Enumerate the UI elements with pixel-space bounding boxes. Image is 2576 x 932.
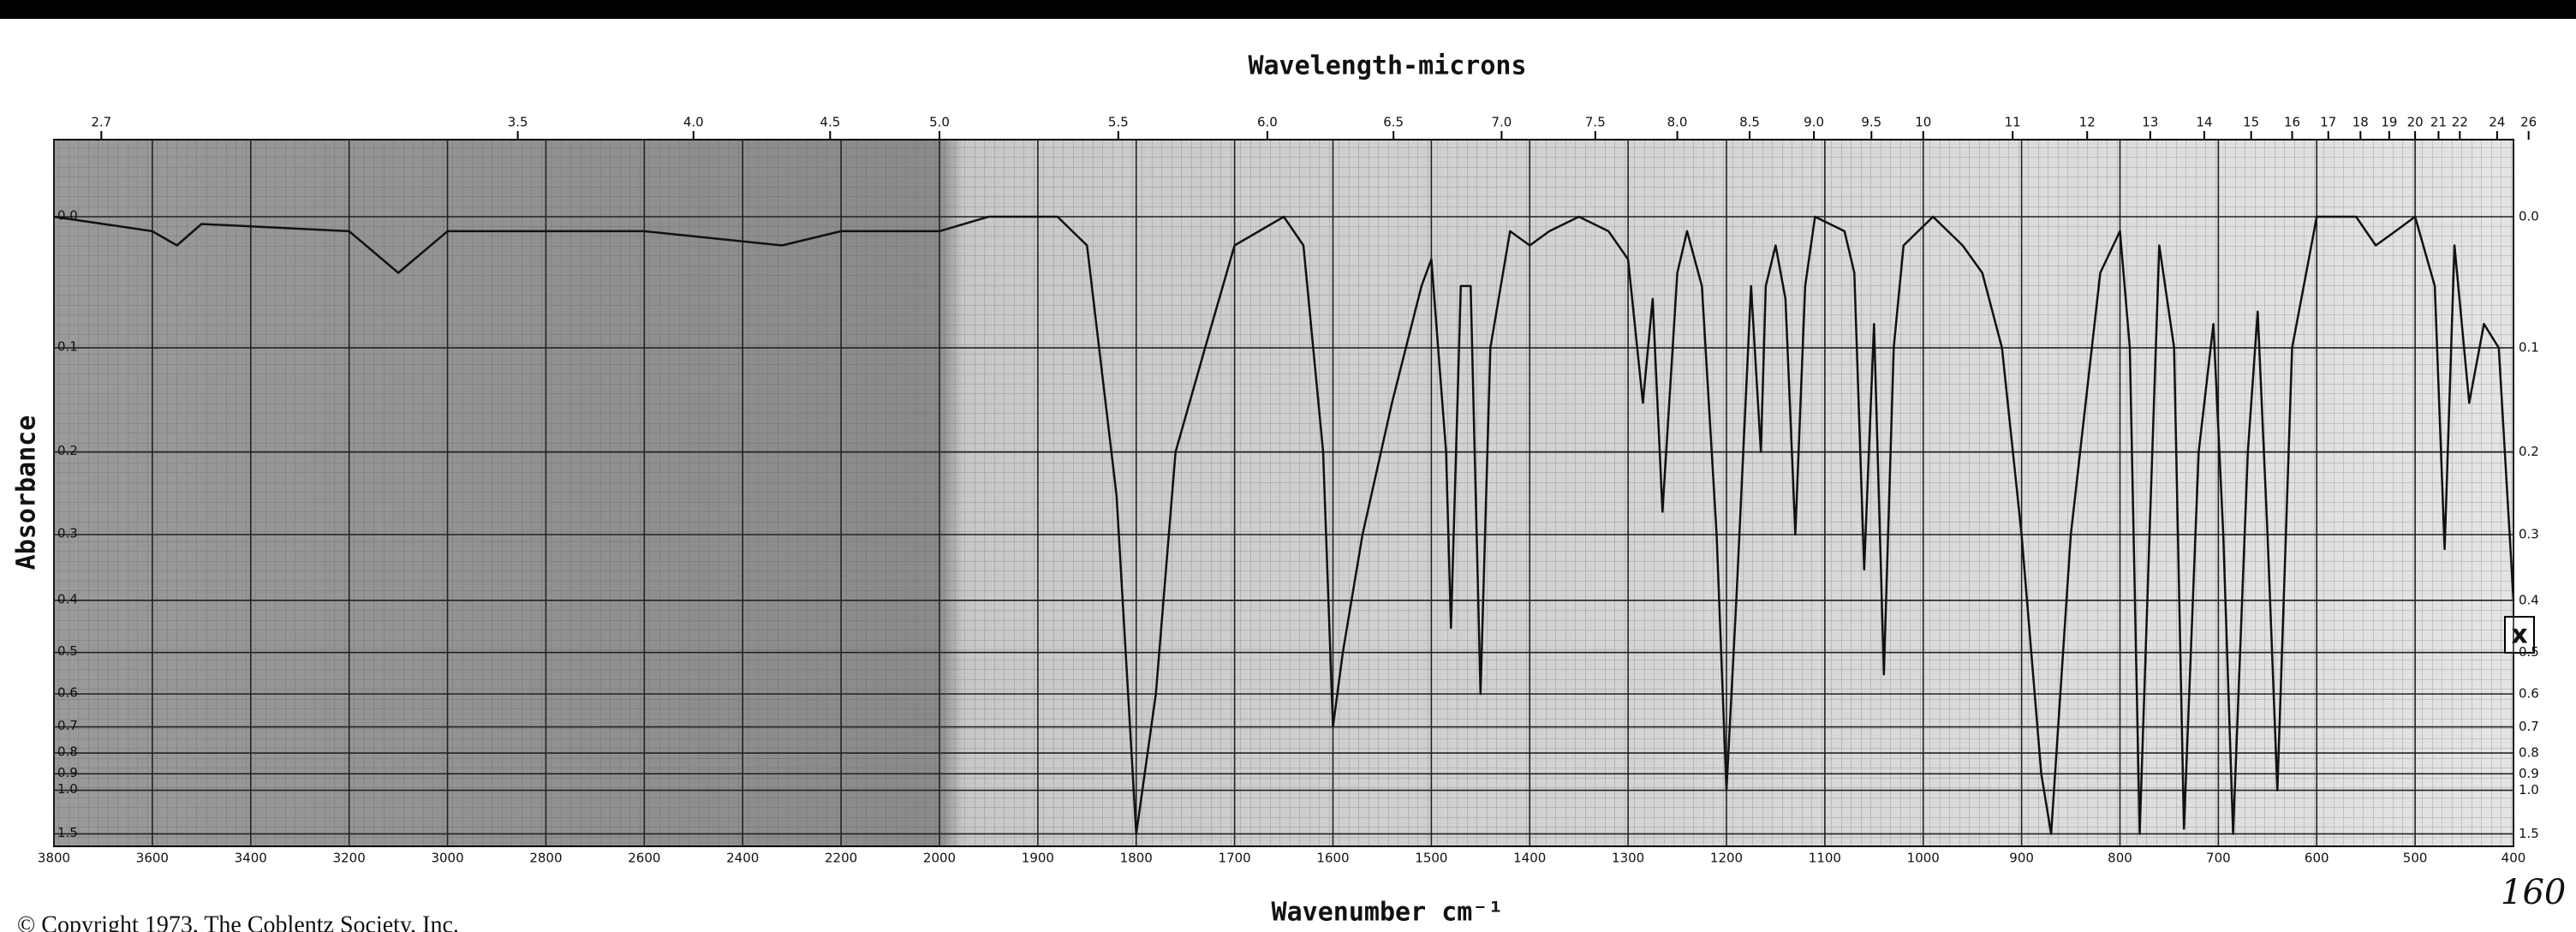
x-tick-label: 800 (2108, 851, 2132, 866)
y-tick-label: 1.0 (2519, 782, 2539, 798)
top-tick-label: 19 (2381, 115, 2397, 130)
top-tick-label: 17 (2320, 115, 2336, 130)
x-tick-label: 1000 (1907, 851, 1940, 866)
x-tick-label: 2800 (529, 851, 562, 866)
x-tick-label: 1300 (1612, 851, 1644, 866)
x-tick-label: 400 (2501, 851, 2526, 866)
top-tick-label: 26 (2520, 115, 2537, 130)
x-tick-label: 600 (2305, 851, 2329, 866)
top-tick-label: 9.0 (1804, 115, 1824, 130)
x-tick-label: 1800 (1120, 851, 1153, 866)
x-tick-label: 3600 (136, 851, 169, 866)
y-tick-label: 0.9 (57, 765, 78, 780)
top-tick-label: 6.5 (1383, 115, 1404, 130)
x-tick-label: 3200 (333, 851, 366, 866)
top-tick-label: 7.0 (1491, 115, 1512, 130)
y-tick-label: 0.5 (2519, 644, 2539, 660)
x-tick-label: 2400 (726, 851, 759, 866)
spectrum-line (53, 215, 2515, 835)
y-tick-label: 0.2 (57, 443, 78, 458)
top-tick-label: 2.7 (91, 115, 111, 130)
y-tick-label: 0.1 (2519, 340, 2539, 355)
top-tick-label: 16 (2284, 115, 2300, 130)
x-tick-label: 1700 (1219, 851, 1251, 866)
y-tick-label: 1.5 (2519, 826, 2539, 841)
x-tick-label: 2600 (628, 851, 660, 866)
x-tick-label: 3000 (431, 851, 463, 866)
top-tick-label: 18 (2352, 115, 2369, 130)
top-tick-label: 10 (1915, 115, 1931, 130)
top-tick-label: 24 (2489, 115, 2505, 130)
x-tick-label: 900 (2009, 851, 2034, 866)
x-tick-label: 3800 (38, 851, 70, 866)
annotation: 160 (2501, 873, 2566, 912)
top-axis-title: Wavelength-microns (1248, 51, 1526, 81)
top-tick-label: 12 (2079, 115, 2096, 130)
x-tick-label: 500 (2403, 851, 2428, 866)
top-tick-label: 5.0 (929, 115, 950, 130)
top-tick-label: 11 (2005, 115, 2021, 130)
top-bar (0, 0, 2576, 19)
x-tick-label: 2200 (825, 851, 857, 866)
y-tick-label: 0.6 (57, 685, 78, 701)
y-tick-label: 0.4 (57, 591, 78, 606)
y-tick-label: 0.3 (2519, 527, 2539, 542)
minor-grid (54, 140, 2513, 846)
y-tick-label: 0.4 (2519, 592, 2539, 607)
x-tick-label: 700 (2206, 851, 2231, 866)
y-axis-title: Absorbance (12, 415, 42, 571)
y-tick-label: 0.3 (57, 526, 78, 541)
x-axis-title: Wavenumber cm⁻¹ (1272, 898, 1504, 928)
top-tick-label: 13 (2142, 115, 2158, 130)
top-tick-label: 9.5 (1861, 115, 1881, 130)
top-tick-label: 4.0 (683, 115, 704, 130)
y-tick-label: 1.0 (57, 781, 78, 797)
top-tick-label: 4.5 (820, 115, 840, 130)
x-tick-label: 1600 (1316, 851, 1349, 866)
y-tick-label: 0.8 (2519, 745, 2539, 761)
y-tick-label: 0.7 (2519, 719, 2539, 734)
top-tick-label: 5.5 (1108, 115, 1129, 130)
y-tick-label: 1.5 (57, 825, 78, 840)
top-tick-label: 8.0 (1667, 115, 1688, 130)
annotation-box (2504, 616, 2535, 654)
y-tick-label: 0.5 (57, 643, 78, 659)
y-tick-label: 0.1 (57, 339, 78, 355)
annotation: x (2511, 620, 2527, 650)
top-tick-label: 14 (2196, 115, 2212, 130)
top-tick-label: 20 (2407, 115, 2424, 130)
top-tick-label: 15 (2243, 115, 2259, 130)
y-tick-label: 0.7 (57, 718, 78, 733)
y-tick-label: 0.6 (2519, 686, 2539, 702)
top-tick-label: 8.5 (1739, 115, 1760, 130)
x-tick-label: 1200 (1710, 851, 1743, 866)
x-tick-label: 1900 (1022, 851, 1054, 866)
x-tick-label: 1500 (1415, 851, 1447, 866)
x-tick-label: 3400 (235, 851, 267, 866)
x-tick-label: 1400 (1513, 851, 1546, 866)
copyright: © Copyright 1973, The Coblentz Society, … (17, 911, 459, 932)
y-tick-label: 0.8 (57, 744, 78, 760)
top-tick-label: 21 (2430, 115, 2447, 130)
y-tick-label: 0.0 (2519, 209, 2539, 224)
top-tick-label: 6.0 (1257, 115, 1278, 130)
top-tick-label: 3.5 (508, 115, 528, 130)
y-tick-label: 0.2 (2519, 444, 2539, 459)
top-tick-label: 22 (2452, 115, 2468, 130)
x-tick-label: 2000 (923, 851, 956, 866)
y-tick-label: 0.9 (2519, 766, 2539, 781)
x-tick-label: 1100 (1809, 851, 1841, 866)
top-tick-label: 7.5 (1585, 115, 1606, 130)
